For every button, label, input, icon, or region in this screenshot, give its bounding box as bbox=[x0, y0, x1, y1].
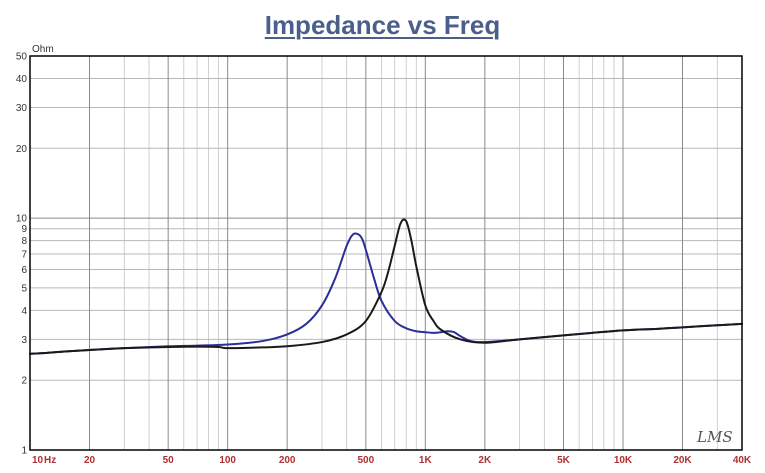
y-tick-label: 6 bbox=[21, 265, 27, 276]
x-tick-label: 200 bbox=[279, 455, 296, 466]
y-tick-label: 1 bbox=[21, 446, 27, 457]
x-tick-label: 500 bbox=[357, 455, 374, 466]
y-tick-label: 2 bbox=[21, 376, 27, 387]
y-axis-unit: Ohm bbox=[32, 44, 54, 55]
impedance-curve-2 bbox=[29, 218, 743, 355]
y-tick-label: 5 bbox=[21, 283, 27, 294]
x-tick-label: 20 bbox=[84, 455, 96, 466]
x-tick-label: 1K bbox=[419, 455, 433, 466]
y-tick-label: 3 bbox=[21, 335, 27, 346]
x-tick-label: 5K bbox=[557, 455, 571, 466]
grid-major bbox=[29, 56, 742, 451]
y-tick-label: 50 bbox=[16, 52, 28, 63]
y-tick-label: 8 bbox=[21, 236, 27, 247]
x-tick-label: 20K bbox=[673, 455, 692, 466]
y-tick-label: 40 bbox=[16, 74, 28, 85]
y-tick-label: 30 bbox=[16, 103, 28, 114]
x-tick-label: 10K bbox=[614, 455, 633, 466]
impedance-curve-1 bbox=[29, 232, 743, 355]
x-tick-label: 40K bbox=[733, 455, 752, 466]
chart-title: Impedance vs Freq bbox=[264, 10, 501, 40]
x-axis-ticks: 10 20 50 100 200 500 1K 2K 5K 10K 20K 40K bbox=[32, 455, 752, 466]
x-tick-label: 10 bbox=[32, 455, 44, 466]
y-tick-label: 10 bbox=[16, 214, 28, 225]
x-tick-label: 50 bbox=[163, 455, 175, 466]
x-tick-label: 100 bbox=[219, 455, 236, 466]
series-layer bbox=[29, 218, 743, 355]
plot-frame bbox=[29, 55, 743, 451]
x-axis-unit: Hz bbox=[44, 455, 56, 466]
y-tick-label: 7 bbox=[21, 250, 27, 261]
y-tick-label: 4 bbox=[21, 306, 27, 317]
lms-watermark: LMS bbox=[696, 428, 733, 446]
x-tick-label: 2K bbox=[478, 455, 492, 466]
grid-minor bbox=[30, 55, 743, 450]
y-tick-label: 20 bbox=[16, 144, 28, 155]
y-tick-label: 9 bbox=[21, 224, 27, 235]
